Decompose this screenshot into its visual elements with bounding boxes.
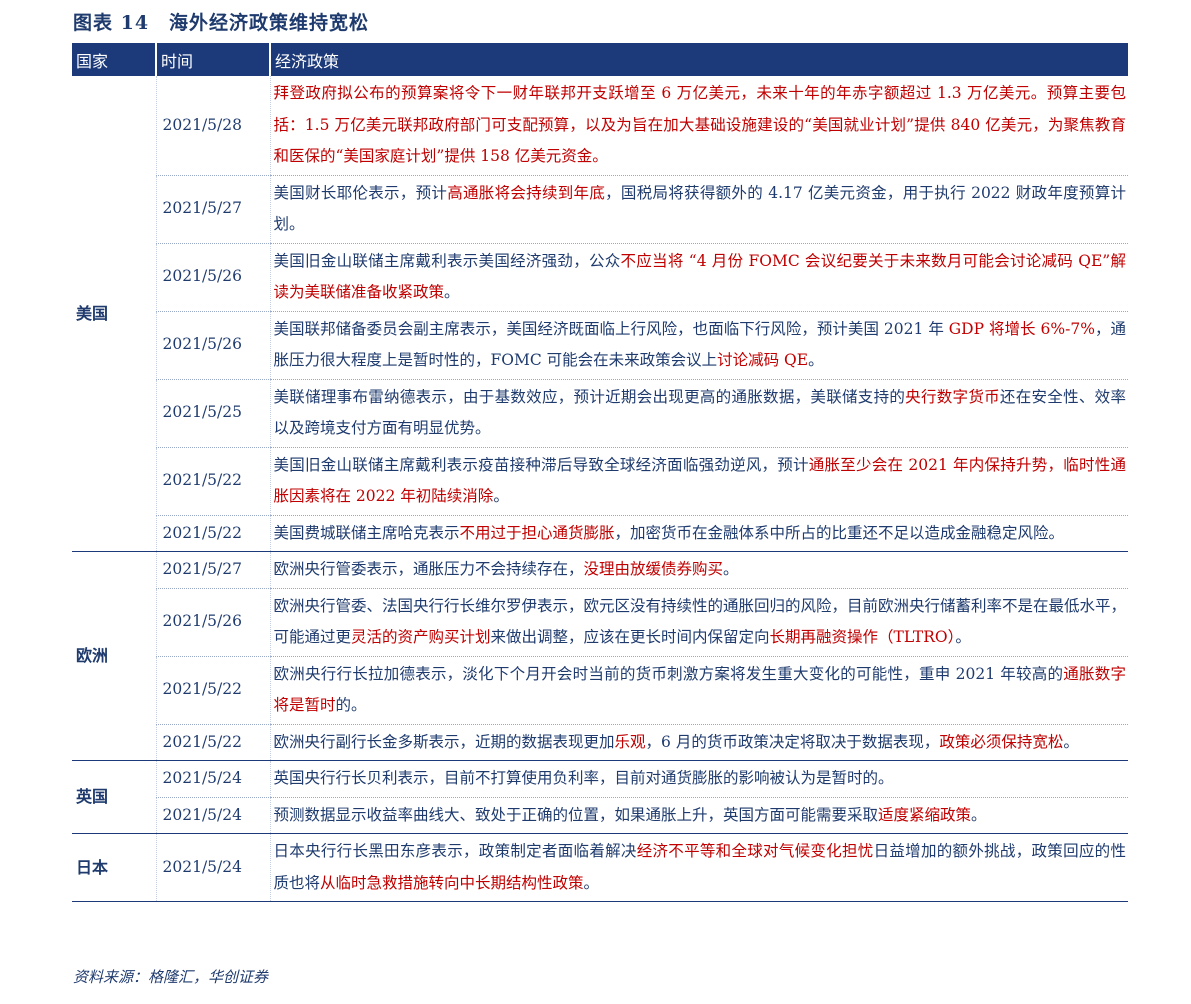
table-row: 2021/5/26 欧洲央行管委、法国央行行长维尔罗伊表示，欧元区没有持续性的通…	[72, 588, 1128, 657]
table-row: 2021/5/24 预测数据显示收益率曲线大、致处于正确的位置，如果通胀上升，英…	[72, 797, 1128, 834]
date-cell: 2021/5/26	[155, 311, 270, 380]
policy-text: 美国财长耶伦表示，预计	[273, 183, 448, 202]
policy-text: 。	[493, 487, 509, 505]
policy-text-highlight: 通胀至少会在 2021 年内保持升势，临时性通胀因素将在 2022 年初陆续消除	[273, 455, 1127, 506]
policy-text: 还在安全性、效率以及跨境支付方面有明显优势。	[273, 387, 1126, 438]
table-row: 2021/5/25 美联储理事布雷纳德表示，由于基数效应，预计近期会出现更高的通…	[72, 379, 1128, 448]
policy-text-highlight: 不用过于担心通货膨胀	[459, 523, 615, 542]
table-row: 2021/5/26 美国联邦储备委员会副主席表示，美国经济既面临上行风险，也面临…	[72, 311, 1128, 380]
policy-text-highlight: 讨论减码 QE	[717, 351, 809, 369]
table-row: 欧洲 2021/5/27 欧洲央行管委表示，通胀压力不会持续存在，没理由放缓债券…	[72, 551, 1128, 761]
policy-table: 国家 时间 经济政策 美国 2021/5/28 拜登政府拟公布的预算案将令下一财…	[72, 43, 1128, 902]
policy-cell: 拜登政府拟公布的预算案将令下一财年联邦开支跃增至 6 万亿美元，未来十年的年赤字…	[269, 76, 1128, 176]
policy-text: 欧洲央行行长拉加德表示，淡化下个月开会时当前的货币刺激方案将发生重大变化的可能性…	[273, 664, 1064, 683]
policy-text: 预测数据显示收益率曲线大、致处于正确的位置，如果通胀上升，英国方面可能需要采取	[273, 805, 879, 824]
date-cell: 2021/5/26	[155, 243, 270, 312]
policy-cell: 欧洲央行管委表示，通胀压力不会持续存在，没理由放缓债券购买。	[269, 551, 1128, 589]
policy-text-highlight: 高通胀将会持续到年底	[447, 183, 606, 202]
date-cell: 2021/5/24	[155, 760, 270, 798]
date-cell: 2021/5/27	[155, 551, 270, 589]
policy-text-highlight: 经济不平等和全球对气候变化担忧	[636, 842, 874, 860]
policy-text: 。	[723, 560, 739, 578]
policy-text: 美联储理事布雷纳德表示，由于基数效应，预计近期会出现更高的通胀数据，美联储支持的	[273, 387, 906, 406]
policy-text: 美国联邦储备委员会副主席表示，美国经济既面临上行风险，也面临下行风险，预计美国 …	[273, 319, 949, 338]
table-row: 2021/5/22 美国旧金山联储主席戴利表示疫苗接种滞后导致全球经济面临强劲逆…	[72, 447, 1128, 516]
policy-text-highlight: 乐观	[614, 732, 646, 751]
policy-text: ，通胀压力很大程度上是暂时性的，FOMC 可能会在未来政策会议上	[273, 319, 1127, 370]
policy-text-highlight: 不应当将 “4 月份 FOMC 会议纪要关于未来数月可能会讨论减码 QE”解读为…	[273, 251, 1127, 302]
policy-text: 欧洲央行管委、法国央行行长维尔罗伊表示，欧元区没有持续性的通胀回归的风险，目前欧…	[273, 596, 1127, 647]
policy-text: ，国税局将获得额外的 4.17 亿美元资金，用于执行 2022 财政年度预算计划…	[273, 183, 1126, 234]
policy-text: 。	[971, 805, 987, 824]
figure-title: 图表 14 海外经济政策维持宽松	[73, 12, 370, 34]
policy-text-highlight: 央行数字货币	[905, 387, 1000, 406]
table-row: 2021/5/22 美国费城联储主席哈克表示不用过于担心通货膨胀，加密货币在金融…	[72, 515, 1128, 552]
date-cell: 2021/5/26	[155, 588, 270, 657]
policy-text-highlight: 拜登政府拟公布的预算案将令下一财年联邦开支跃增至 6 万亿美元，未来十年的年赤字…	[273, 84, 1127, 165]
policy-text: 。	[955, 628, 971, 646]
table-row: 英国 2021/5/24 英国央行行长贝利表示，目前不打算使用负利率，目前对通货…	[72, 760, 1128, 834]
policy-text: 。	[583, 873, 600, 892]
policy-cell: 美国财长耶伦表示，预计高通胀将会持续到年底，国税局将获得额外的 4.17 亿美元…	[269, 175, 1128, 244]
policy-text: ，加密货币在金融体系中所占的比重还不足以造成金融稳定风险。	[614, 523, 1065, 542]
policy-text: 的。	[335, 696, 367, 714]
country-cell: 欧洲	[72, 551, 156, 761]
policy-text-highlight: 没理由放缓债券购买	[583, 560, 724, 578]
date-cell: 2021/5/27	[155, 175, 270, 244]
policy-text: 英国央行行长贝利表示，目前不打算使用负利率，目前对通货膨胀的影响被认为是暂时的。	[273, 769, 894, 787]
header-country: 国家	[72, 43, 157, 76]
policy-text: 欧洲央行副行长金多斯表示，近期的数据表现更加	[273, 732, 615, 751]
table-row: 2021/5/22 欧洲央行副行长金多斯表示，近期的数据表现更加乐观，6 月的货…	[72, 724, 1128, 761]
policy-cell: 欧洲央行行长拉加德表示，淡化下个月开会时当前的货币刺激方案将发生重大变化的可能性…	[269, 656, 1128, 725]
policy-cell: 英国央行行长贝利表示，目前不打算使用负利率，目前对通货膨胀的影响被认为是暂时的。	[269, 760, 1128, 798]
date-cell: 2021/5/22	[155, 515, 270, 552]
policy-text: 。	[1063, 732, 1079, 751]
table-row: 日本 2021/5/24 日本央行行长黑田东彦表示，政策制定者面临着解决经济不平…	[72, 833, 1128, 902]
policy-text: 日本央行行长黑田东彦表示，政策制定者面临着解决	[273, 842, 637, 860]
policy-text: 美国费城联储主席哈克表示	[273, 523, 460, 542]
policy-cell: 日本央行行长黑田东彦表示，政策制定者面临着解决经济不平等和全球对气候变化担忧日益…	[269, 833, 1128, 902]
policy-text: 美国旧金山联储主席戴利表示疫苗接种滞后导致全球经济面临强劲逆风，预计	[273, 455, 809, 474]
header-policy: 经济政策	[270, 43, 1128, 76]
policy-cell: 美国旧金山联储主席戴利表示美国经济强劲，公众不应当将 “4 月份 FOMC 会议…	[269, 243, 1128, 312]
table-row: 2021/5/26 美国旧金山联储主席戴利表示美国经济强劲，公众不应当将 “4 …	[72, 243, 1128, 312]
policy-cell: 美国费城联储主席哈克表示不用过于担心通货膨胀，加密货币在金融体系中所占的比重还不…	[269, 515, 1128, 552]
date-cell: 2021/5/24	[155, 833, 270, 902]
policy-cell: 欧洲央行副行长金多斯表示，近期的数据表现更加乐观，6 月的货币政策决定将取决于数…	[269, 724, 1128, 761]
date-cell: 2021/5/25	[155, 379, 270, 448]
country-cell: 日本	[72, 833, 156, 902]
date-cell: 2021/5/24	[155, 797, 270, 834]
country-cell: 美国	[72, 76, 156, 552]
table-header-row: 国家 时间 经济政策	[72, 43, 1128, 76]
table-row: 美国 2021/5/28 拜登政府拟公布的预算案将令下一财年联邦开支跃增至 6 …	[72, 76, 1128, 552]
date-cell: 2021/5/22	[155, 724, 270, 761]
country-cell: 英国	[72, 760, 156, 834]
policy-text-highlight: 从临时急救措施转向中长期结构性政策	[320, 873, 584, 892]
policy-text-highlight: 灵活的资产购买计划	[351, 628, 491, 646]
policy-text-highlight: 适度紧缩政策	[878, 805, 972, 824]
policy-text-highlight: GDP 将增长 6%-7%	[948, 319, 1095, 338]
policy-cell: 美国旧金山联储主席戴利表示疫苗接种滞后导致全球经济面临强劲逆风，预计通胀至少会在…	[269, 447, 1128, 516]
policy-text: 欧洲央行管委表示，通胀压力不会持续存在，	[273, 560, 584, 578]
policy-text: 。	[444, 283, 460, 301]
policy-text: 美国旧金山联储主席戴利表示美国经济强劲，公众	[273, 251, 621, 270]
date-cell: 2021/5/22	[155, 447, 270, 516]
date-cell: 2021/5/28	[155, 76, 270, 176]
policy-text-highlight: 政策必须保持宽松	[939, 732, 1064, 751]
policy-text: 日益增加的额外挑战，政策回应的性质也将	[273, 842, 1126, 892]
policy-text: 。	[808, 351, 824, 369]
table-row: 2021/5/22 欧洲央行行长拉加德表示，淡化下个月开会时当前的货币刺激方案将…	[72, 656, 1128, 725]
policy-text-highlight: 通胀数字将是暂时	[273, 664, 1126, 715]
policy-text: ，6 月的货币政策决定将取决于数据表现，	[645, 732, 940, 751]
policy-cell: 预测数据显示收益率曲线大、致处于正确的位置，如果通胀上升，英国方面可能需要采取适…	[269, 797, 1128, 834]
header-time: 时间	[156, 43, 271, 76]
policy-text-highlight: 长期再融资操作（TLTRO）	[769, 628, 956, 646]
table-row: 2021/5/27 美国财长耶伦表示，预计高通胀将会持续到年底，国税局将获得额外…	[72, 175, 1128, 244]
policy-text: 来做出调整，应该在更长时间内保留定向	[490, 628, 770, 646]
policy-cell: 美联储理事布雷纳德表示，由于基数效应，预计近期会出现更高的通胀数据，美联储支持的…	[269, 379, 1128, 448]
source-note: 资料来源：格隆汇，华创证券	[73, 968, 269, 986]
policy-cell: 欧洲央行管委、法国央行行长维尔罗伊表示，欧元区没有持续性的通胀回归的风险，目前欧…	[269, 588, 1128, 657]
policy-cell: 美国联邦储备委员会副主席表示，美国经济既面临上行风险，也面临下行风险，预计美国 …	[269, 311, 1128, 380]
date-cell: 2021/5/22	[155, 656, 270, 725]
